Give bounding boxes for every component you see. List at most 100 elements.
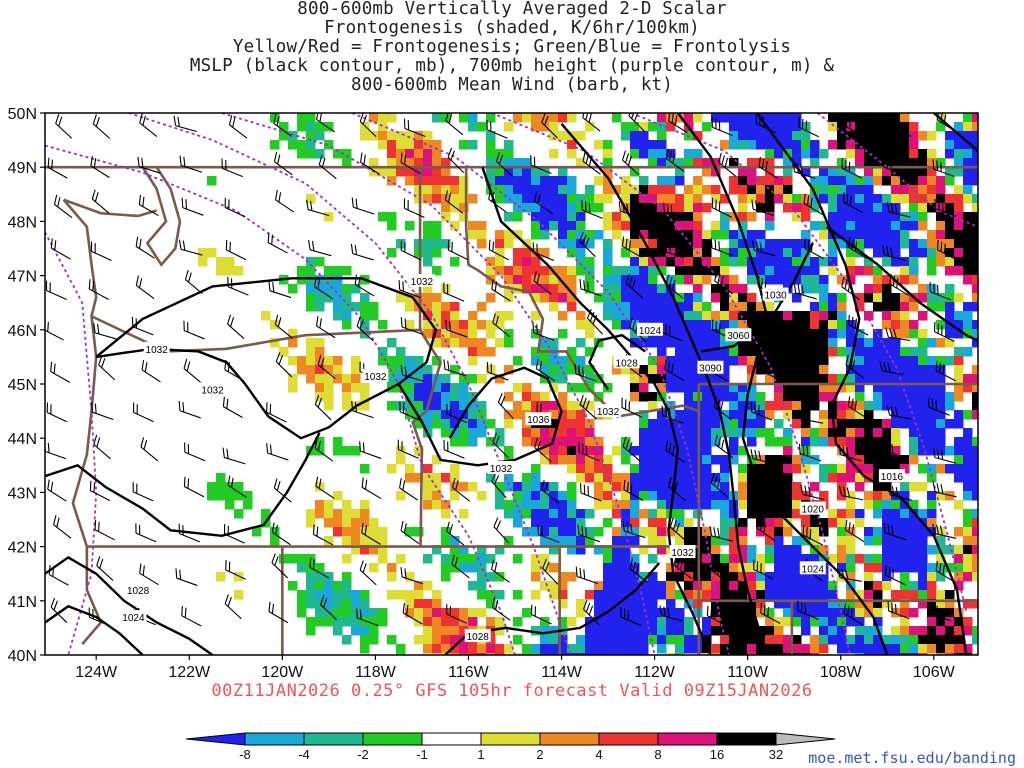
shade-cell [459,608,469,618]
shade-cell [333,581,343,591]
shade-cell [657,257,667,267]
shade-cell [297,113,307,123]
shade-cell [927,284,937,294]
shade-cell [891,644,901,654]
shade-cell [783,401,793,411]
shade-cell [504,293,514,303]
shade-cell [801,554,811,564]
shade-cell [792,455,802,465]
shade-cell [783,428,793,438]
shade-cell [963,626,973,636]
shade-cell [603,590,613,600]
shade-cell [558,167,568,177]
shade-cell [765,131,775,141]
wind-barb [844,520,865,543]
shade-cell [819,617,829,627]
shade-cell [324,122,334,132]
shade-cell [594,590,604,600]
shade-cell [963,554,973,564]
shade-cell [900,176,910,186]
shade-cell [783,140,793,150]
shade-cell [522,482,532,492]
shade-cell [234,266,244,276]
shade-cell [657,545,667,555]
mslp-contour [826,225,978,342]
shade-cell [477,122,487,132]
shade-cell [936,221,946,231]
shade-cell [387,113,397,123]
shade-cell [756,419,766,429]
shade-cell [666,176,676,186]
shade-cell [972,455,978,465]
shade-cell [576,428,586,438]
shade-cell [756,257,766,267]
shade-cell [567,437,577,447]
shade-cell [657,581,667,591]
shade-cell [864,374,874,384]
shade-cell [900,527,910,537]
shade-cell [549,419,559,429]
shade-cell [774,617,784,627]
shade-cell [783,374,793,384]
shade-cell [459,554,469,564]
shade-cell [873,536,883,546]
shade-cell [567,275,577,285]
shade-cell [819,626,829,636]
credit-link[interactable]: moe.met.fsu.edu/banding [808,749,1016,767]
shade-cell [918,554,928,564]
shade-cell [729,383,739,393]
shade-cell [702,437,712,447]
shade-cell [531,401,541,411]
wind-barb [932,523,957,539]
shade-cell [387,563,397,573]
shade-cell [900,383,910,393]
shade-cell [900,113,910,123]
shade-cell [648,635,658,645]
shade-cell [864,257,874,267]
shade-cell [477,230,487,240]
shade-cell [639,392,649,402]
shade-cell [936,464,946,474]
shade-cell [423,221,433,231]
shade-cell [936,320,946,330]
shade-cell [342,608,352,618]
wind-barb [759,313,778,338]
wind-barb [140,437,159,462]
shade-cell [738,221,748,231]
shade-cell [450,329,460,339]
shade-cell [738,302,748,312]
wind-barb [883,441,907,459]
shade-cell [558,194,568,204]
shade-cell [711,599,721,609]
shade-cell [423,176,433,186]
shade-cell [360,464,370,474]
shade-cell [927,131,937,141]
shade-cell [558,410,568,420]
wind-barb [178,239,203,256]
shade-cell [396,158,406,168]
shade-cell [387,365,397,375]
shade-cell [765,500,775,510]
shade-cell [639,302,649,312]
shade-cell [891,446,901,456]
shade-cell [513,158,523,168]
shade-cell [414,293,424,303]
shade-cell [774,464,784,474]
shade-cell [486,257,496,267]
shade-cell [747,311,757,321]
shade-cell [711,608,721,618]
shade-cell [558,212,568,222]
shade-cell [918,176,928,186]
shade-cell [855,635,865,645]
shade-cell [747,581,757,591]
shade-cell [900,500,910,510]
shade-cell [747,419,757,429]
shade-cell [441,644,451,654]
shade-cell [585,275,595,285]
shade-cell [801,617,811,627]
shade-cell [936,122,946,132]
shade-cell [423,311,433,321]
shade-cell [729,608,739,618]
shade-cell [585,320,595,330]
shade-cell [882,302,892,312]
